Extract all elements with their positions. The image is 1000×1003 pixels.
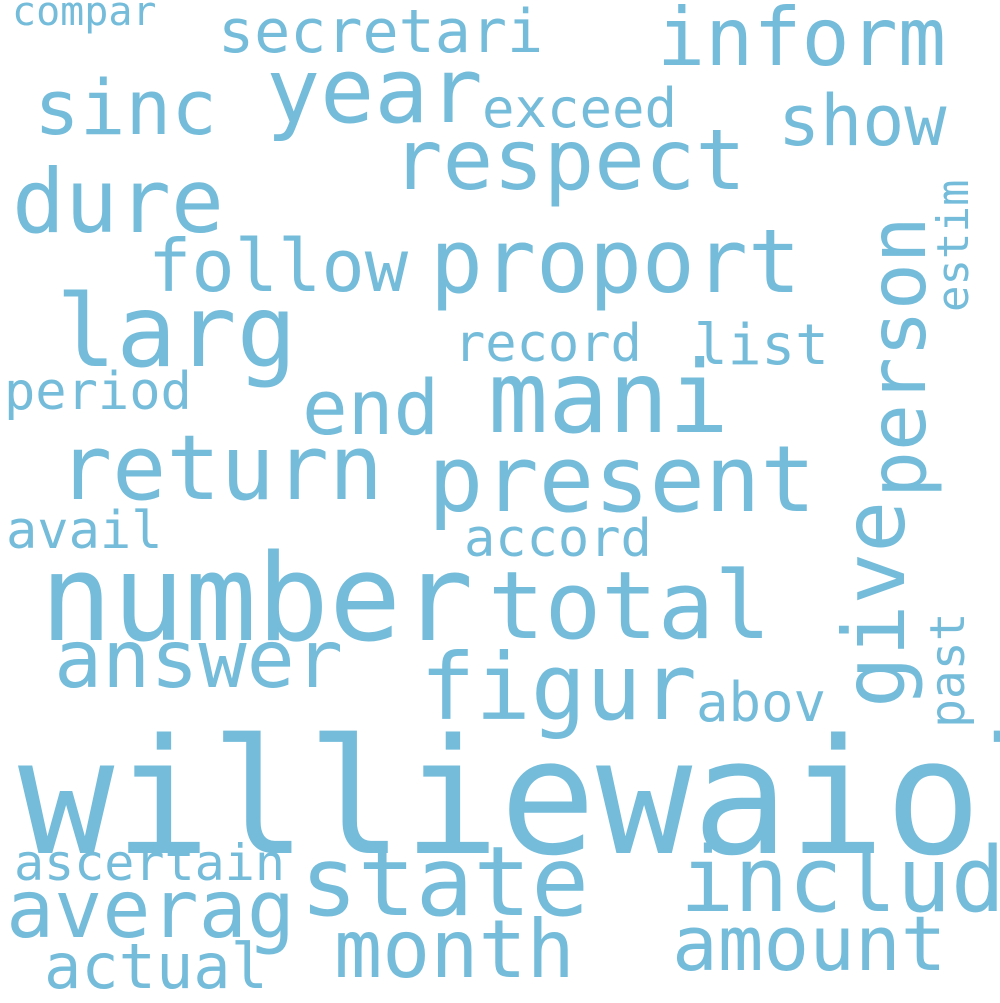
word-figur: figur (420, 634, 697, 741)
word-sinc: sinc (34, 63, 218, 152)
word-dure: dure (12, 150, 224, 253)
word-ascertain: ascertain (14, 834, 285, 892)
word-exceed: exceed (482, 77, 678, 140)
word-number: number (40, 530, 474, 669)
word-larg: larg (56, 273, 297, 390)
word-accord: accord (464, 509, 652, 569)
word-end: end (302, 363, 440, 452)
word-answer: answer (54, 613, 343, 706)
word-year: year (266, 39, 483, 144)
word-abov: abov (696, 671, 827, 734)
word-avail: avail (6, 501, 163, 561)
word-amount: amount (672, 899, 947, 988)
word-present: present (428, 426, 816, 533)
word-includ: includ (680, 828, 1000, 933)
word-williewaiola: williewaiola (18, 704, 1000, 891)
word-show: show (778, 80, 947, 162)
word-respect: respect (392, 111, 747, 209)
word-actual: actual (44, 930, 268, 1003)
word-secretari: secretari (218, 0, 544, 67)
word-person: person (854, 216, 944, 498)
word-compar: compar (12, 0, 157, 35)
word-follow: follow (148, 224, 409, 308)
word-period: period (4, 362, 192, 422)
word-averag: averag (6, 863, 295, 956)
word-return: return (58, 416, 384, 521)
word-list: list (694, 313, 829, 378)
word-proport: proport (430, 210, 801, 313)
word-total: total (488, 552, 771, 661)
word-inform: inform (657, 0, 946, 84)
word-give: give (825, 500, 925, 708)
word-record: record (454, 314, 642, 374)
word-state: state (300, 826, 589, 938)
word-mani: mani (488, 339, 729, 456)
word-month: month (334, 903, 575, 996)
